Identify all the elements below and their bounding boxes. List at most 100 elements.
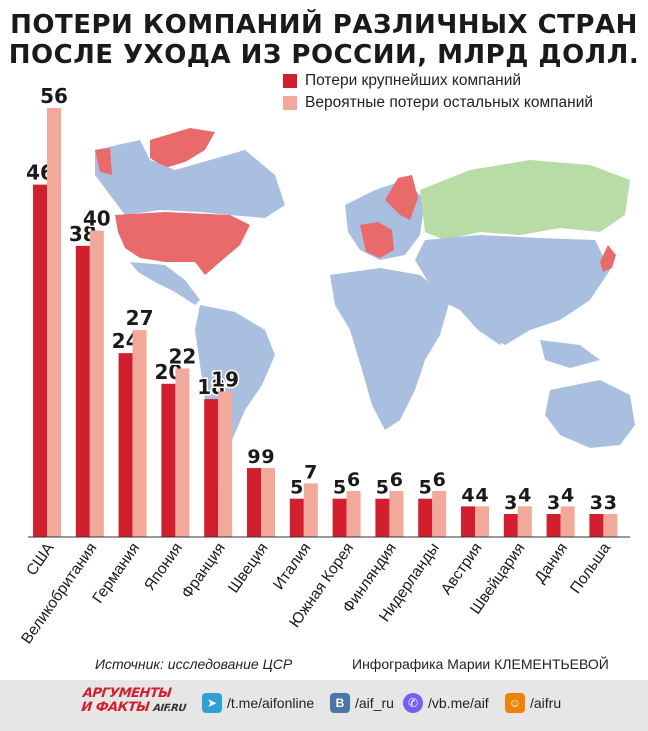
value-label-other-5: 9 <box>261 446 274 468</box>
map-asia <box>415 235 610 345</box>
value-label-other-10: 4 <box>475 484 488 506</box>
category-label-5: Швеция <box>225 540 272 596</box>
map-mexico <box>130 262 200 305</box>
bar-other-10 <box>475 506 489 537</box>
value-label-other-9: 6 <box>433 469 446 491</box>
bar-major-9 <box>418 498 433 537</box>
bar-major-7 <box>332 498 347 537</box>
category-label-10: Австрия <box>438 540 486 598</box>
value-label-other-8: 6 <box>390 469 403 491</box>
telegram-label: /t.me/aifonline <box>227 695 315 711</box>
ok-icon: ☺ <box>505 693 525 713</box>
bar-other-5 <box>261 468 275 537</box>
map-australia <box>545 380 635 448</box>
viber-label: /vb.me/aif <box>428 695 489 711</box>
value-label-major-6: 5 <box>290 477 303 499</box>
value-label-major-10: 4 <box>461 484 474 506</box>
legend-swatch-major <box>283 74 297 88</box>
chart-title-line-1: ПОТЕРИ КОМПАНИЙ РАЗЛИЧНЫХ СТРАН <box>10 10 638 40</box>
viber-icon: ✆ <box>403 693 423 713</box>
ok-link[interactable]: ☺ /aifru <box>505 693 561 713</box>
map-africa <box>330 268 450 430</box>
viber-link[interactable]: ✆ /vb.me/aif <box>403 693 489 713</box>
legend-item-major: Потери крупнейших компаний <box>283 70 593 92</box>
telegram-link[interactable]: ➤ /t.me/aifonline <box>202 693 314 713</box>
world-map-background <box>95 128 635 500</box>
value-label-major-11: 3 <box>504 492 517 514</box>
legend: Потери крупнейших компаний Вероятные пот… <box>283 70 593 114</box>
bar-other-13 <box>603 514 618 537</box>
bar-major-11 <box>503 514 518 537</box>
map-usa <box>115 212 250 275</box>
credit-note: Инфографика Марии КЛЕМЕНТЬЕВОЙ <box>352 656 609 672</box>
chart: 4656США3840Великобритания2427Германия202… <box>18 83 635 647</box>
chart-title-line-2: ПОСЛЕ УХОДА ИЗ РОССИИ, МЛРД ДОЛЛ. <box>8 40 640 70</box>
map-southeast-asia <box>540 340 600 368</box>
aif-logo[interactable]: АРГУМЕНТЫ И ФАКТЫ AIF.RU <box>80 686 188 716</box>
bar-other-0 <box>47 108 61 537</box>
value-label-major-8: 5 <box>376 477 389 499</box>
bar-other-2 <box>132 330 147 537</box>
chart-title: ПОТЕРИ КОМПАНИЙ РАЗЛИЧНЫХ СТРАН ПОСЛЕ УХ… <box>0 10 648 70</box>
bar-other-8 <box>389 491 404 537</box>
value-label-other-0: 56 <box>40 84 68 108</box>
bar-other-12 <box>560 506 575 537</box>
bar-other-6 <box>303 483 318 537</box>
legend-swatch-other <box>283 96 297 110</box>
ok-label: /aifru <box>530 695 562 711</box>
bar-major-5 <box>247 468 261 537</box>
bar-major-4 <box>204 399 219 537</box>
vk-label: /aif_ru <box>355 695 394 711</box>
value-label-other-12: 4 <box>561 484 574 506</box>
legend-label-other: Вероятные потери остальных компаний <box>305 94 594 111</box>
category-label-13: Польша <box>567 540 614 597</box>
value-label-other-1: 40 <box>83 207 111 231</box>
category-label-3: Япония <box>141 540 186 594</box>
bar-other-1 <box>89 230 104 538</box>
value-label-other-3: 22 <box>168 344 196 368</box>
category-label-12: Дания <box>532 540 572 586</box>
bar-other-9 <box>432 491 447 537</box>
value-label-other-6: 7 <box>304 461 317 483</box>
category-label-1: Великобритания <box>18 540 100 647</box>
value-label-major-12: 3 <box>547 492 560 514</box>
bar-major-3 <box>161 383 176 537</box>
telegram-icon: ➤ <box>202 693 222 713</box>
bar-major-12 <box>546 514 561 537</box>
logo-line-1: АРГУМЕНТЫ <box>82 686 173 701</box>
value-label-other-7: 6 <box>347 469 360 491</box>
bar-other-7 <box>346 491 361 537</box>
bar-other-4 <box>218 391 233 537</box>
bottom-bar: АРГУМЕНТЫ И ФАКТЫ AIF.RU ➤ /t.me/aifonli… <box>0 680 648 731</box>
bar-major-13 <box>589 514 604 537</box>
vk-link[interactable]: В /aif_ru <box>330 693 394 713</box>
bar-other-11 <box>517 506 532 537</box>
vk-icon: В <box>330 693 350 713</box>
value-label-major-9: 5 <box>419 477 432 499</box>
category-label-6: Италия <box>270 540 314 593</box>
map-japan <box>600 245 616 272</box>
map-scandinavia <box>385 175 418 220</box>
value-label-major-7: 5 <box>333 477 346 499</box>
logo-domain: AIF.RU <box>152 703 187 714</box>
source-note: Источник: исследование ЦСР <box>95 656 293 672</box>
map-russia <box>420 160 630 240</box>
bar-major-1 <box>75 245 90 537</box>
bar-major-6 <box>289 498 304 537</box>
map-greenland <box>150 128 215 168</box>
value-label-other-4: 19 <box>211 367 239 391</box>
category-label-0: США <box>23 539 58 579</box>
category-label-4: Франция <box>178 540 228 602</box>
logo-line-2: И ФАКТЫ <box>80 700 150 715</box>
map-canada <box>95 140 285 218</box>
bar-major-0 <box>33 184 47 537</box>
bar-major-2 <box>118 353 133 537</box>
value-label-other-13: 3 <box>604 492 617 514</box>
bar-major-8 <box>375 498 390 537</box>
map-western-europe <box>360 222 394 258</box>
bar-major-10 <box>461 506 475 537</box>
value-label-major-5: 9 <box>247 446 260 468</box>
value-label-other-11: 4 <box>518 484 531 506</box>
legend-item-other: Вероятные потери остальных компаний <box>283 92 593 114</box>
value-label-other-2: 27 <box>126 306 154 330</box>
